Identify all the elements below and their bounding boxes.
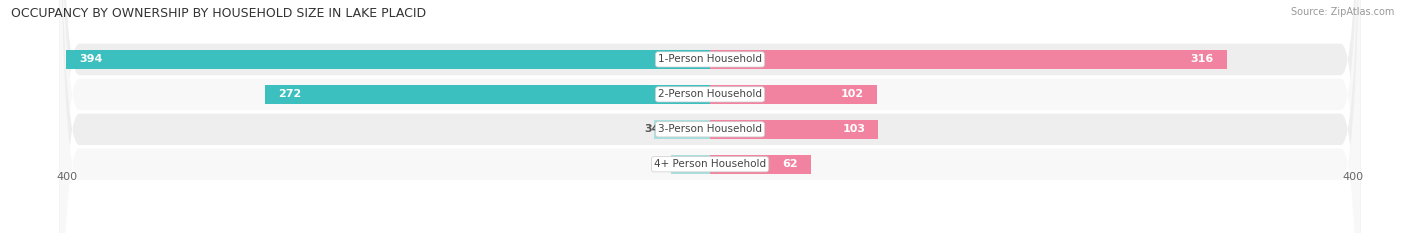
Bar bbox=[66, 50, 710, 69]
Text: 400: 400 bbox=[1343, 172, 1364, 182]
Text: 4+ Person Household: 4+ Person Household bbox=[654, 159, 766, 169]
Text: 394: 394 bbox=[79, 55, 103, 64]
FancyBboxPatch shape bbox=[59, 0, 1361, 233]
Bar bbox=[266, 85, 710, 104]
Text: 102: 102 bbox=[841, 89, 863, 99]
Bar bbox=[710, 120, 879, 139]
Text: OCCUPANCY BY OWNERSHIP BY HOUSEHOLD SIZE IN LAKE PLACID: OCCUPANCY BY OWNERSHIP BY HOUSEHOLD SIZE… bbox=[11, 7, 426, 20]
FancyBboxPatch shape bbox=[59, 0, 1361, 233]
Text: 103: 103 bbox=[842, 124, 865, 134]
Text: 3-Person Household: 3-Person Household bbox=[658, 124, 762, 134]
FancyBboxPatch shape bbox=[59, 0, 1361, 233]
Text: 1-Person Household: 1-Person Household bbox=[658, 55, 762, 64]
Text: Source: ZipAtlas.com: Source: ZipAtlas.com bbox=[1291, 7, 1395, 17]
Bar bbox=[710, 50, 1226, 69]
Text: 62: 62 bbox=[783, 159, 799, 169]
Bar bbox=[710, 85, 877, 104]
Text: 2-Person Household: 2-Person Household bbox=[658, 89, 762, 99]
Legend: Owner-occupied, Renter-occupied: Owner-occupied, Renter-occupied bbox=[596, 230, 824, 233]
Bar bbox=[710, 155, 811, 174]
Bar bbox=[654, 120, 710, 139]
FancyBboxPatch shape bbox=[59, 0, 1361, 233]
Text: 400: 400 bbox=[56, 172, 77, 182]
Bar bbox=[671, 155, 710, 174]
Text: 316: 316 bbox=[1191, 55, 1213, 64]
Text: 272: 272 bbox=[278, 89, 302, 99]
Text: 34: 34 bbox=[644, 124, 659, 134]
Text: 24: 24 bbox=[659, 159, 676, 169]
